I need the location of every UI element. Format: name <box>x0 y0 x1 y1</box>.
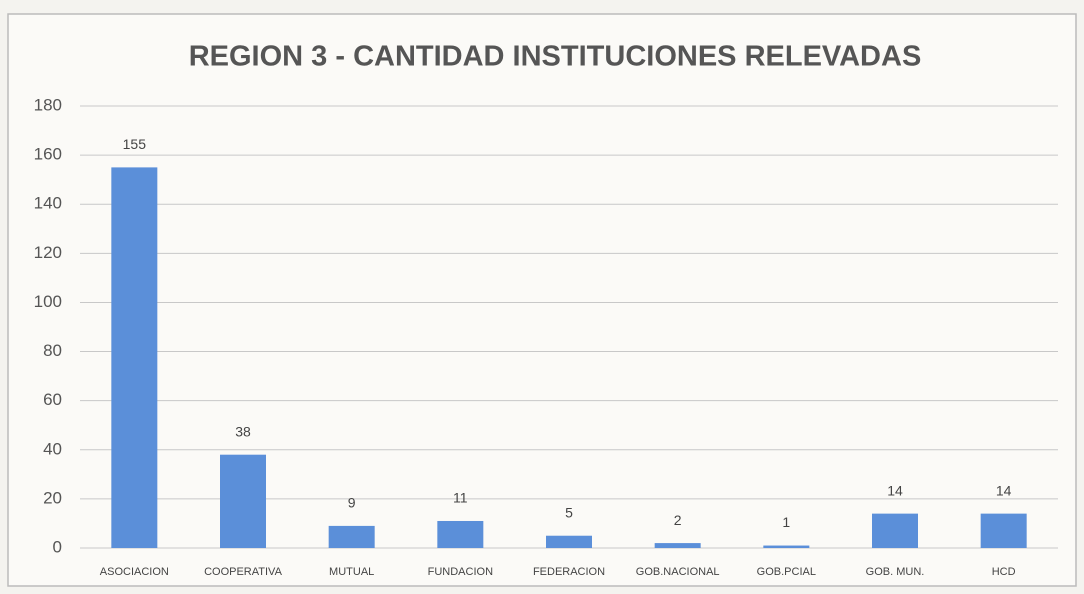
data-label: 38 <box>235 423 251 439</box>
data-label: 9 <box>348 495 356 511</box>
bar <box>328 525 375 548</box>
bar <box>872 513 918 548</box>
chart-title: REGION 3 - CANTIDAD INSTITUCIONES RELEVA… <box>189 41 922 73</box>
bar <box>111 167 158 548</box>
x-tick-label: GOB. MUN. <box>866 566 925 578</box>
x-tick-label: ASOCIACION <box>100 566 169 578</box>
bar <box>763 545 810 548</box>
data-label: 1 <box>782 514 790 530</box>
bar <box>980 513 1027 548</box>
data-label: 5 <box>565 504 573 520</box>
y-tick-label: 80 <box>43 341 62 360</box>
y-tick-label: 60 <box>43 390 62 409</box>
data-label: 14 <box>996 482 1012 498</box>
y-tick-label: 20 <box>43 488 62 507</box>
data-label: 14 <box>887 482 903 498</box>
y-tick-label: 120 <box>34 243 62 262</box>
data-label: 2 <box>674 512 682 528</box>
x-tick-label: HCD <box>992 566 1016 578</box>
x-tick-label: MUTUAL <box>329 566 374 578</box>
bar <box>220 454 266 548</box>
bar <box>654 543 701 548</box>
x-tick-label: FUNDACION <box>428 566 493 578</box>
data-label: 155 <box>123 136 147 152</box>
data-label: 11 <box>453 490 468 506</box>
y-tick-label: 160 <box>34 145 62 164</box>
bar <box>437 520 484 548</box>
y-tick-label: 180 <box>34 95 62 114</box>
chart-frame <box>7 13 1077 587</box>
y-tick-label: 140 <box>34 194 62 213</box>
x-tick-label: GOB.PCIAL <box>757 566 816 578</box>
x-tick-label: GOB.NACIONAL <box>636 566 720 578</box>
y-tick-label: 0 <box>53 537 62 556</box>
y-tick-label: 100 <box>34 292 62 311</box>
x-tick-label: FEDERACION <box>533 566 605 578</box>
bar <box>546 535 592 548</box>
y-tick-label: 40 <box>43 439 62 458</box>
x-tick-label: COOPERATIVA <box>204 566 282 578</box>
